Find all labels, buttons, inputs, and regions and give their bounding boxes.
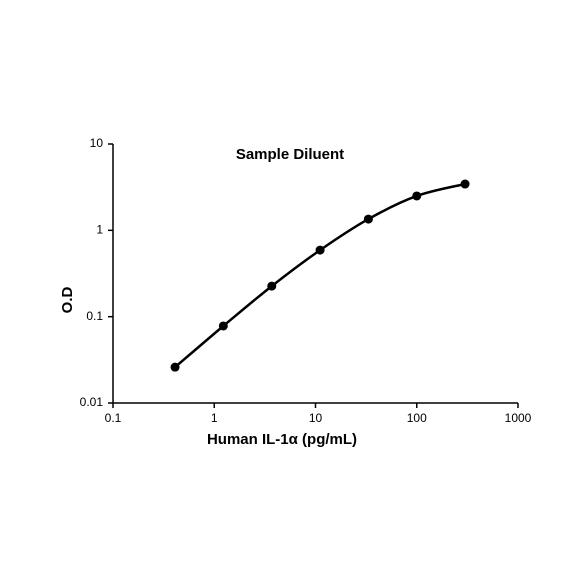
- y-tick-label: 0.01: [80, 395, 104, 409]
- y-tick-label: 10: [90, 136, 104, 150]
- data-point: [363, 214, 373, 224]
- chart-title: Sample Diluent: [236, 146, 344, 163]
- series-line: [174, 182, 466, 369]
- x-tick-label: 10: [309, 411, 323, 425]
- data-point: [315, 245, 325, 255]
- x-tick-label: 100: [407, 411, 427, 425]
- data-point: [412, 191, 422, 201]
- data-point: [267, 281, 277, 291]
- y-tick-label: 1: [96, 223, 103, 237]
- data-point: [170, 362, 180, 372]
- y-tick-label: 0.1: [86, 309, 103, 323]
- data-point: [460, 179, 470, 189]
- y-axis-label: O.D: [59, 287, 76, 314]
- x-axis-label: Human IL-1α (pg/mL): [207, 431, 357, 448]
- x-tick-label: 0.1: [105, 411, 122, 425]
- data-point: [218, 321, 228, 331]
- x-tick-label: 1: [211, 411, 218, 425]
- x-tick-label: 1000: [505, 411, 532, 425]
